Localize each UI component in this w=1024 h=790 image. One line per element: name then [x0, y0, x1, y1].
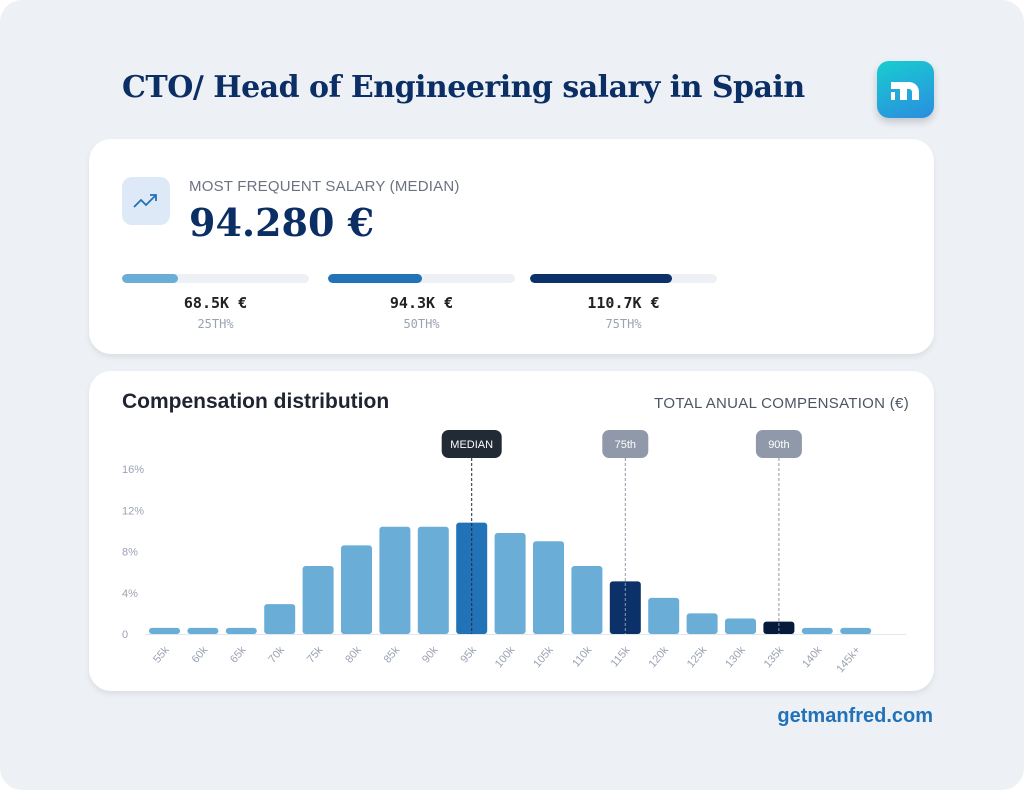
percentile-25: 68.5K € 25TH% — [122, 274, 309, 331]
percentile-label: 25TH% — [197, 317, 234, 331]
manfred-logo — [877, 61, 934, 118]
bar-80k — [341, 545, 372, 634]
bar-60k — [187, 627, 219, 634]
bar-115k — [609, 581, 641, 634]
x-tick-label: 55k — [151, 644, 172, 666]
x-tick-label: 130k — [723, 644, 748, 670]
bar-120k — [648, 597, 680, 634]
bar-70k — [264, 604, 296, 634]
percentile-label: 75TH% — [605, 317, 642, 331]
percentile-bar-fill — [530, 274, 673, 283]
percentile-value: 68.5K € — [183, 294, 248, 312]
bar-75k — [302, 565, 334, 634]
median-value: 94.280 € — [189, 200, 375, 245]
bar-140k — [801, 627, 833, 634]
percentile-label: 50TH% — [403, 317, 440, 331]
bar-100k — [494, 532, 526, 634]
y-tick-label: 0 — [122, 629, 128, 641]
x-tick-label: 110k — [570, 644, 594, 670]
y-tick-label: 16% — [122, 464, 144, 476]
bar-55k — [149, 627, 180, 634]
x-tick-label: 75k — [305, 644, 326, 666]
bar-125k — [686, 613, 718, 634]
median-label: MOST FREQUENT SALARY (MEDIAN) — [189, 178, 460, 195]
x-tick-label: 60k — [190, 644, 211, 666]
x-tick-label: 70k — [266, 644, 287, 666]
bar-130k — [725, 618, 756, 634]
x-tick-label: 140k — [800, 644, 825, 670]
bar-85k — [379, 526, 411, 634]
marker-label: 90th — [768, 439, 789, 451]
x-tick-label: 125k — [685, 644, 710, 670]
x-tick-label: 115k — [609, 644, 633, 670]
bar-90k — [417, 526, 449, 634]
x-tick-label: 145k+ — [834, 644, 863, 675]
x-tick-label: 65k — [228, 644, 249, 666]
chart-subtitle: TOTAL ANUAL COMPENSATION (€) — [654, 395, 909, 412]
trending-up-icon — [122, 177, 170, 225]
y-tick-label: 8% — [122, 547, 138, 559]
bar-135k — [763, 621, 795, 634]
x-tick-label: 100k — [493, 644, 518, 670]
bar-65k — [225, 627, 257, 634]
distribution-chart: 0 4% 8% 12% 16% 55k 60k 65k 70k 75k 80k 85k 90k 95k 10… — [122, 430, 906, 675]
y-tick-label: 4% — [122, 588, 138, 600]
bar-145k+ — [840, 627, 872, 634]
percentile-75: 110.7K € 75TH% — [530, 274, 717, 331]
y-tick-label: 12% — [122, 505, 144, 517]
x-tick-label: 135k — [762, 644, 787, 670]
marker-label: MEDIAN — [450, 439, 493, 451]
summary-card — [89, 139, 934, 354]
chart-title: Compensation distribution — [122, 390, 390, 413]
bar-105k — [533, 541, 564, 634]
x-tick-label: 85k — [382, 644, 403, 666]
bar-110k — [571, 565, 603, 634]
marker-badge — [441, 430, 502, 458]
marker-label: 75th — [615, 439, 636, 451]
footer-link[interactable]: getmanfred.com — [777, 705, 933, 727]
percentile-value: 110.7K € — [587, 294, 660, 312]
x-tick-label: 95k — [458, 644, 479, 666]
percentile-bar-fill — [328, 274, 422, 283]
marker-badge — [755, 430, 802, 458]
x-tick-label: 105k — [531, 644, 556, 670]
marker-badge — [602, 430, 649, 458]
x-tick-label: 90k — [420, 644, 441, 666]
percentile-50: 94.3K € 50TH% — [328, 274, 515, 331]
distribution-card — [89, 371, 934, 691]
percentile-bar-fill — [122, 274, 179, 283]
percentile-value: 94.3K € — [389, 294, 454, 312]
x-tick-label: 120k — [646, 644, 671, 670]
x-tick-label: 80k — [343, 644, 364, 666]
page-title: CTO/ Head of Engineering salary in Spain — [122, 70, 805, 105]
